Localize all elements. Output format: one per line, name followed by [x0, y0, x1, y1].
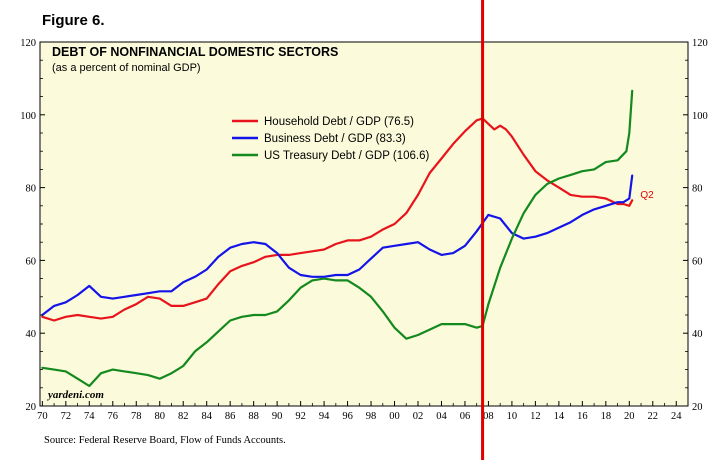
legend-label-2: Business Debt / GDP (83.3)	[264, 133, 406, 145]
x-tick-label: 72	[61, 411, 72, 422]
x-tick-label: 06	[460, 411, 471, 422]
legend: Household Debt / GDP (76.5) Business Debt…	[232, 116, 429, 162]
y-tick-label-left: 120	[20, 38, 36, 49]
source-note: Source: Federal Reserve Board, Flow of F…	[44, 435, 286, 446]
x-tick-label: 00	[389, 411, 400, 422]
x-tick-label: 90	[272, 411, 283, 422]
y-tick-label-right: 120	[692, 38, 708, 49]
x-tick-label: 20	[624, 411, 635, 422]
x-tick-label: 10	[507, 411, 518, 422]
x-tick-label: 94	[319, 411, 330, 422]
x-tick-label: 82	[178, 411, 189, 422]
legend-label-3: US Treasury Debt / GDP (106.6)	[264, 150, 429, 162]
x-tick-label: 12	[530, 411, 541, 422]
y-tick-label-left: 80	[26, 184, 37, 195]
x-tick-label: 74	[84, 411, 95, 422]
series-line-2	[41, 174, 634, 317]
x-tick-label: 98	[366, 411, 377, 422]
y-tick-label-right: 20	[692, 402, 703, 413]
y-tick-label-left: 60	[26, 256, 37, 267]
x-tick-label: 04	[436, 411, 447, 422]
x-tick-label: 70	[37, 411, 48, 422]
x-tick-label: 22	[648, 411, 659, 422]
x-tick-label: 80	[154, 411, 165, 422]
x-tick-label: 86	[225, 411, 236, 422]
x-tick-label: 18	[601, 411, 612, 422]
y-tick-label-right: 60	[692, 256, 703, 267]
x-tick-label: 84	[201, 411, 212, 422]
x-tick-label: 08	[483, 411, 494, 422]
y-tick-label-right: 80	[692, 184, 703, 195]
series-line-1	[41, 117, 634, 322]
x-tick-label: 16	[577, 411, 588, 422]
annotation-1: Q2	[640, 190, 654, 201]
figure-label: Figure 6.	[42, 12, 105, 29]
y-tick-label-left: 20	[26, 402, 37, 413]
chart-title: DEBT OF NONFINANCIAL DOMESTIC SECTORS	[52, 45, 338, 59]
y-tick-label-left: 40	[26, 329, 37, 340]
series-line-3	[41, 89, 634, 388]
x-tick-label: 76	[108, 411, 119, 422]
y-tick-label-left: 100	[20, 111, 36, 122]
x-tick-label: 24	[671, 411, 682, 422]
plot-area	[39, 41, 689, 407]
y-tick-label-right: 40	[692, 329, 703, 340]
watermark: yardeni.com	[46, 389, 104, 401]
x-tick-label: 02	[413, 411, 424, 422]
x-tick-label: 92	[295, 411, 306, 422]
x-tick-label: 96	[342, 411, 353, 422]
x-tick-label: 88	[248, 411, 259, 422]
chart-subtitle: (as a percent of nominal GDP)	[52, 62, 201, 74]
x-tick-label: 78	[131, 411, 142, 422]
legend-label-1: Household Debt / GDP (76.5)	[264, 116, 414, 128]
x-tick-label: 14	[554, 411, 565, 422]
y-tick-label-right: 100	[692, 111, 708, 122]
